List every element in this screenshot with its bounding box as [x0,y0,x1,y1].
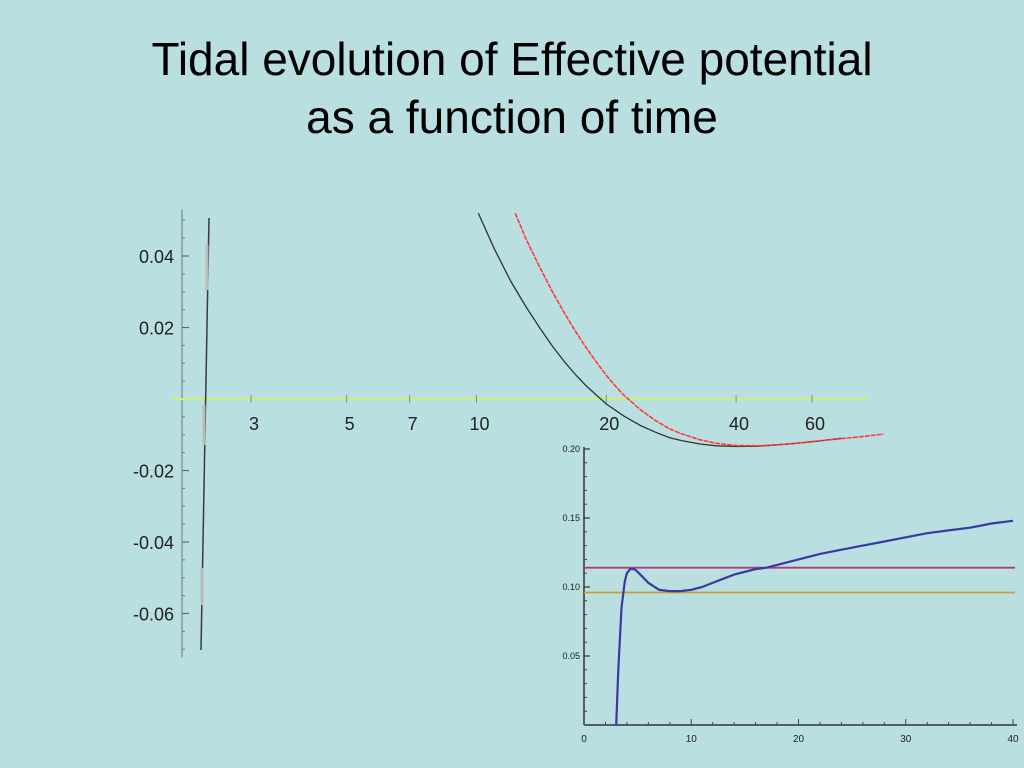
inset-x-tick-label: 0 [581,734,587,745]
black-curve [477,212,841,448]
y-tick-label: -0.06 [133,605,174,625]
y-tick-label: -0.02 [133,462,174,482]
inset-x-tick-label: 10 [686,734,698,745]
inset-y-tick-label: 0.10 [562,582,580,592]
x-tick-label: 3 [249,414,259,434]
x-tick-label: 20 [599,414,619,434]
y-tick-label: 0.02 [139,319,174,339]
inset-x-tick-label: 20 [793,734,805,745]
x-tick-label: 10 [469,414,489,434]
inset-plot: 0.20 0.15 0.10 0.05 0 10 20 30 40 [562,444,1019,745]
slide-title: Tidal evolution of Effective potential a… [0,30,1024,146]
inset-y-tick-label: 0.05 [562,651,580,661]
main-plot: 0.04 0.02 -0.02 -0.04 -0.06 3 5 7 10 20 40 60 [133,209,884,658]
title-line-1: Tidal evolution of Effective potential [151,33,873,85]
inset-y-tick-label: 0.20 [562,444,580,454]
x-tick-label: 7 [408,414,418,434]
title-line-2: as a function of time [306,91,718,143]
inset-x-tick-label: 40 [1007,734,1019,745]
y-tick-label: 0.04 [139,247,174,267]
red-curve [514,212,884,447]
x-tick-label: 5 [345,414,355,434]
x-tick-label: 60 [805,414,825,434]
x-tick-label: 40 [729,414,749,434]
inset-y-tick-label: 0.15 [562,513,580,523]
inset-x-tick-label: 30 [900,734,912,745]
inset-blue-curve [615,519,1014,726]
y-tick-label: -0.04 [133,533,174,553]
